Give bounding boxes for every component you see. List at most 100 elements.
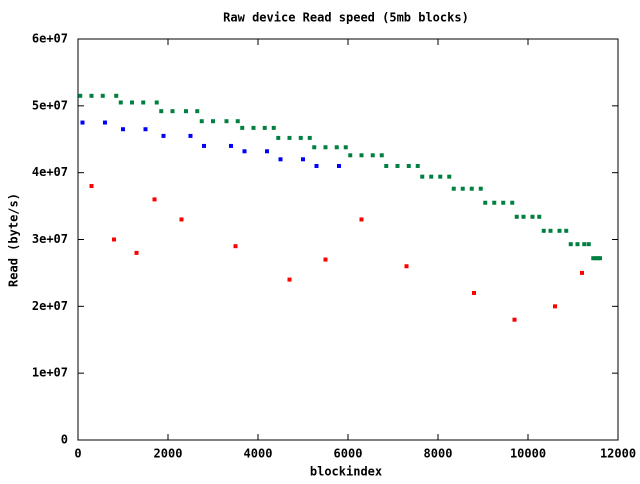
data-point [307, 135, 312, 140]
data-point [323, 257, 328, 262]
data-point [348, 153, 353, 158]
data-point [359, 217, 364, 222]
x-tick-label: 10000 [510, 447, 546, 461]
data-point [80, 120, 85, 125]
data-point [343, 145, 348, 150]
data-point [271, 125, 276, 130]
x-tick-label: 4000 [244, 447, 273, 461]
data-point [188, 133, 193, 138]
data-point [512, 317, 517, 322]
data-point [447, 174, 452, 179]
data-point [580, 270, 584, 275]
data-point [89, 93, 94, 98]
chart-title: Raw device Read speed (5mb blocks) [223, 11, 469, 25]
data-point [415, 163, 420, 168]
data-point [537, 214, 542, 219]
data-point [564, 228, 569, 233]
x-tick-label: 12000 [600, 447, 636, 461]
data-point [514, 214, 519, 219]
data-point [521, 214, 526, 219]
x-tick-label: 0 [74, 447, 81, 461]
data-point [100, 93, 105, 98]
data-point [229, 143, 233, 148]
y-tick-label: 2e+07 [32, 299, 68, 313]
data-point [593, 256, 598, 261]
data-point [114, 93, 119, 98]
y-tick-label: 4e+07 [32, 165, 68, 179]
y-tick-label: 6e+07 [32, 32, 68, 46]
data-point [492, 200, 497, 205]
data-point [586, 242, 591, 247]
data-point [233, 244, 238, 249]
data-point [224, 119, 229, 124]
data-point [460, 186, 465, 191]
data-point [134, 250, 139, 255]
data-point [429, 174, 434, 179]
data-point [240, 125, 245, 130]
data-point [298, 135, 303, 140]
data-point [154, 100, 159, 105]
data-point [152, 197, 157, 202]
data-point [312, 145, 317, 150]
data-point [591, 256, 596, 261]
data-point [510, 200, 515, 205]
data-point [548, 228, 553, 233]
data-point [287, 135, 292, 140]
data-point [420, 174, 425, 179]
y-axis-label: Read (byte/s) [7, 193, 21, 287]
data-point [141, 100, 146, 105]
y-tick-label: 3e+07 [32, 232, 68, 246]
data-point [478, 186, 483, 191]
data-point [370, 153, 375, 158]
x-tick-label: 8000 [424, 447, 453, 461]
data-point [195, 109, 200, 114]
data-point [265, 149, 269, 154]
data-point [395, 163, 400, 168]
data-point [404, 264, 409, 269]
data-point [557, 228, 562, 233]
data-point [314, 163, 319, 168]
data-point [276, 135, 281, 140]
data-point [598, 256, 602, 261]
data-point [337, 163, 341, 168]
y-tick-label: 0 [61, 433, 68, 447]
data-point [78, 93, 83, 98]
data-point [251, 125, 256, 130]
data-point [438, 174, 443, 179]
data-point [242, 149, 247, 154]
data-point [451, 186, 456, 191]
data-point [287, 277, 292, 282]
data-point [235, 119, 240, 124]
data-point [472, 290, 476, 295]
data-point [179, 217, 184, 222]
data-point [184, 109, 188, 114]
data-point [568, 242, 573, 247]
data-point [541, 228, 546, 233]
data-point [211, 119, 215, 124]
data-point [202, 143, 206, 148]
data-point [112, 237, 116, 242]
data-point [89, 184, 94, 189]
x-tick-label: 6000 [334, 447, 363, 461]
data-point [143, 127, 148, 132]
data-point [161, 133, 166, 138]
data-point [575, 242, 580, 247]
data-point [262, 125, 267, 130]
data-point [334, 145, 339, 150]
data-point [483, 200, 488, 205]
data-point [582, 242, 587, 247]
y-tick-label: 5e+07 [32, 98, 68, 112]
data-point [323, 145, 328, 150]
x-axis-label: blockindex [310, 465, 382, 479]
data-point [469, 186, 474, 191]
data-point [278, 157, 283, 162]
data-point [199, 119, 204, 124]
data-point [121, 127, 125, 132]
x-tick-label: 2000 [154, 447, 183, 461]
data-point [118, 100, 123, 105]
data-point [406, 163, 411, 168]
data-point [501, 200, 506, 205]
data-point [301, 157, 305, 162]
